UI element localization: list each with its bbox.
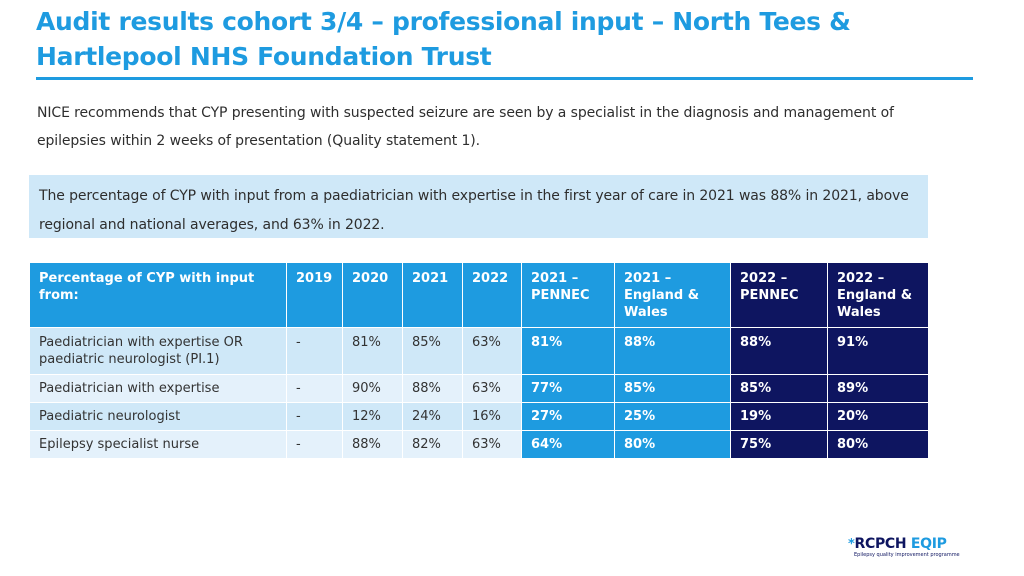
title-divider xyxy=(36,77,973,80)
page-title: Audit results cohort 3/4 – professional … xyxy=(36,7,851,71)
table-cell: 20% xyxy=(827,402,929,431)
table-cell: 24% xyxy=(402,402,463,431)
logo-wordmark: *RCPCH EQIP xyxy=(848,536,947,553)
logo-tagline: Epilepsy quality improvement programme xyxy=(854,552,960,558)
header-cell: 2022 – PENNEC xyxy=(730,262,828,328)
table-cell: 88% xyxy=(402,374,463,403)
table-cell: 16% xyxy=(462,402,522,431)
table-cell: 80% xyxy=(614,430,731,459)
table-cell: 85% xyxy=(730,374,828,403)
table-cell: 25% xyxy=(614,402,731,431)
header-cell: 2022 xyxy=(462,262,522,328)
header-cell: 2022 – England & Wales xyxy=(827,262,929,328)
table-cell: 64% xyxy=(521,430,615,459)
table-cell: 85% xyxy=(614,374,731,403)
row-label-cell: Paediatrician with expertise OR paediatr… xyxy=(29,327,287,375)
logo-eqip: EQIP xyxy=(910,536,947,552)
highlight-text: The percentage of CYP with input from a … xyxy=(39,188,909,233)
header-cell: Percentage of CYP with input from: xyxy=(29,262,287,328)
row-label-cell: Paediatrician with expertise xyxy=(29,374,287,403)
star-icon: * xyxy=(848,537,855,552)
table-cell: 77% xyxy=(521,374,615,403)
table-row: Paediatrician with expertise - 90% 88% 6… xyxy=(29,374,929,403)
row-label-cell: Paediatric neurologist xyxy=(29,402,287,431)
header-cell: 2020 xyxy=(342,262,403,328)
table-cell: 63% xyxy=(462,327,522,375)
table-row: Epilepsy specialist nurse - 88% 82% 63% … xyxy=(29,430,929,459)
table-cell: 12% xyxy=(342,402,403,431)
table-cell: 89% xyxy=(827,374,929,403)
table-cell: 80% xyxy=(827,430,929,459)
highlight-box: The percentage of CYP with input from a … xyxy=(29,175,928,238)
table-cell: 75% xyxy=(730,430,828,459)
table-cell: 91% xyxy=(827,327,929,375)
table-cell: 19% xyxy=(730,402,828,431)
intro-paragraph: NICE recommends that CYP presenting with… xyxy=(37,105,894,149)
table-cell: 63% xyxy=(462,374,522,403)
table-cell: 27% xyxy=(521,402,615,431)
table-cell: 85% xyxy=(402,327,463,375)
table-cell: 82% xyxy=(402,430,463,459)
header-cell: 2019 xyxy=(286,262,343,328)
table-cell: 88% xyxy=(614,327,731,375)
table-cell: - xyxy=(286,327,343,375)
table-cell: 88% xyxy=(730,327,828,375)
table-cell: 90% xyxy=(342,374,403,403)
table-header-row: Percentage of CYP with input from: 2019 … xyxy=(29,262,929,328)
header-cell: 2021 – England & Wales xyxy=(614,262,731,328)
table-row: Paediatric neurologist - 12% 24% 16% 27%… xyxy=(29,402,929,431)
rcpch-eqip-logo: *RCPCH EQIP Epilepsy quality improvement… xyxy=(848,536,980,562)
table-cell: 81% xyxy=(521,327,615,375)
header-cell: 2021 – PENNEC xyxy=(521,262,615,328)
header-cell: 2021 xyxy=(402,262,463,328)
table-cell: 88% xyxy=(342,430,403,459)
table-cell: - xyxy=(286,402,343,431)
row-label-cell: Epilepsy specialist nurse xyxy=(29,430,287,459)
results-table: Percentage of CYP with input from: 2019 … xyxy=(29,262,929,459)
table-cell: 81% xyxy=(342,327,403,375)
table-cell: - xyxy=(286,374,343,403)
table-cell: 63% xyxy=(462,430,522,459)
table-cell: - xyxy=(286,430,343,459)
logo-rcpch: RCPCH xyxy=(854,536,907,552)
table-row: Paediatrician with expertise OR paediatr… xyxy=(29,327,929,375)
